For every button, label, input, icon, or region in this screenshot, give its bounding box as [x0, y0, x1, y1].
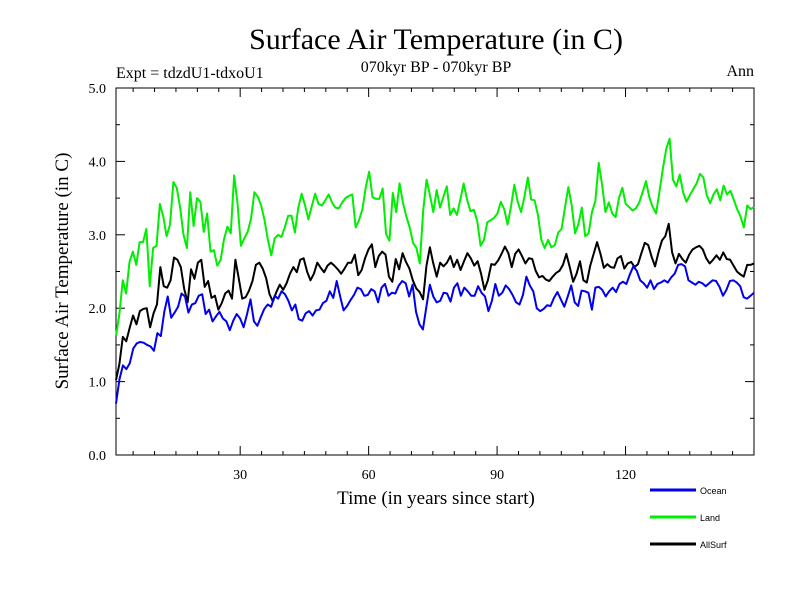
series-lines	[115, 137, 755, 404]
series-line-land	[115, 137, 755, 337]
legend-label-land: Land	[700, 513, 720, 523]
x-tick-label: 30	[233, 468, 247, 483]
y-tick-label: 5.0	[89, 82, 107, 97]
legend-label-ocean: Ocean	[700, 486, 727, 496]
y-axis: 0.0 1.0 2.0 3.0 4.0 5.0	[89, 82, 754, 464]
y-tick-label: 3.0	[89, 229, 107, 244]
x-axis-title: Time (in years since start)	[337, 488, 535, 509]
legend-label-allsurf: AllSurf	[700, 540, 727, 550]
chart-title: Surface Air Temperature (in C)	[249, 23, 623, 56]
x-tick-label: 120	[615, 468, 636, 483]
series-line-ocean	[115, 263, 755, 404]
y-tick-label: 4.0	[89, 155, 107, 170]
chart-subtitle: 070kyr BP - 070kyr BP	[361, 59, 512, 76]
y-tick-label: 0.0	[89, 449, 107, 464]
season-label: Ann	[726, 63, 754, 80]
y-tick-label: 1.0	[89, 376, 107, 391]
x-axis: 30 60 90 120	[132, 88, 734, 483]
x-tick-label: 60	[362, 468, 376, 483]
y-axis-title: Surface Air Temperature (in C)	[52, 153, 73, 390]
y-tick-label: 2.0	[89, 302, 107, 317]
legend: Ocean Land AllSurf	[650, 486, 727, 550]
experiment-label: Expt = tdzdU1-tdxoU1	[116, 65, 264, 82]
x-tick-label: 90	[490, 468, 504, 483]
series-line-allsurf	[115, 222, 755, 381]
